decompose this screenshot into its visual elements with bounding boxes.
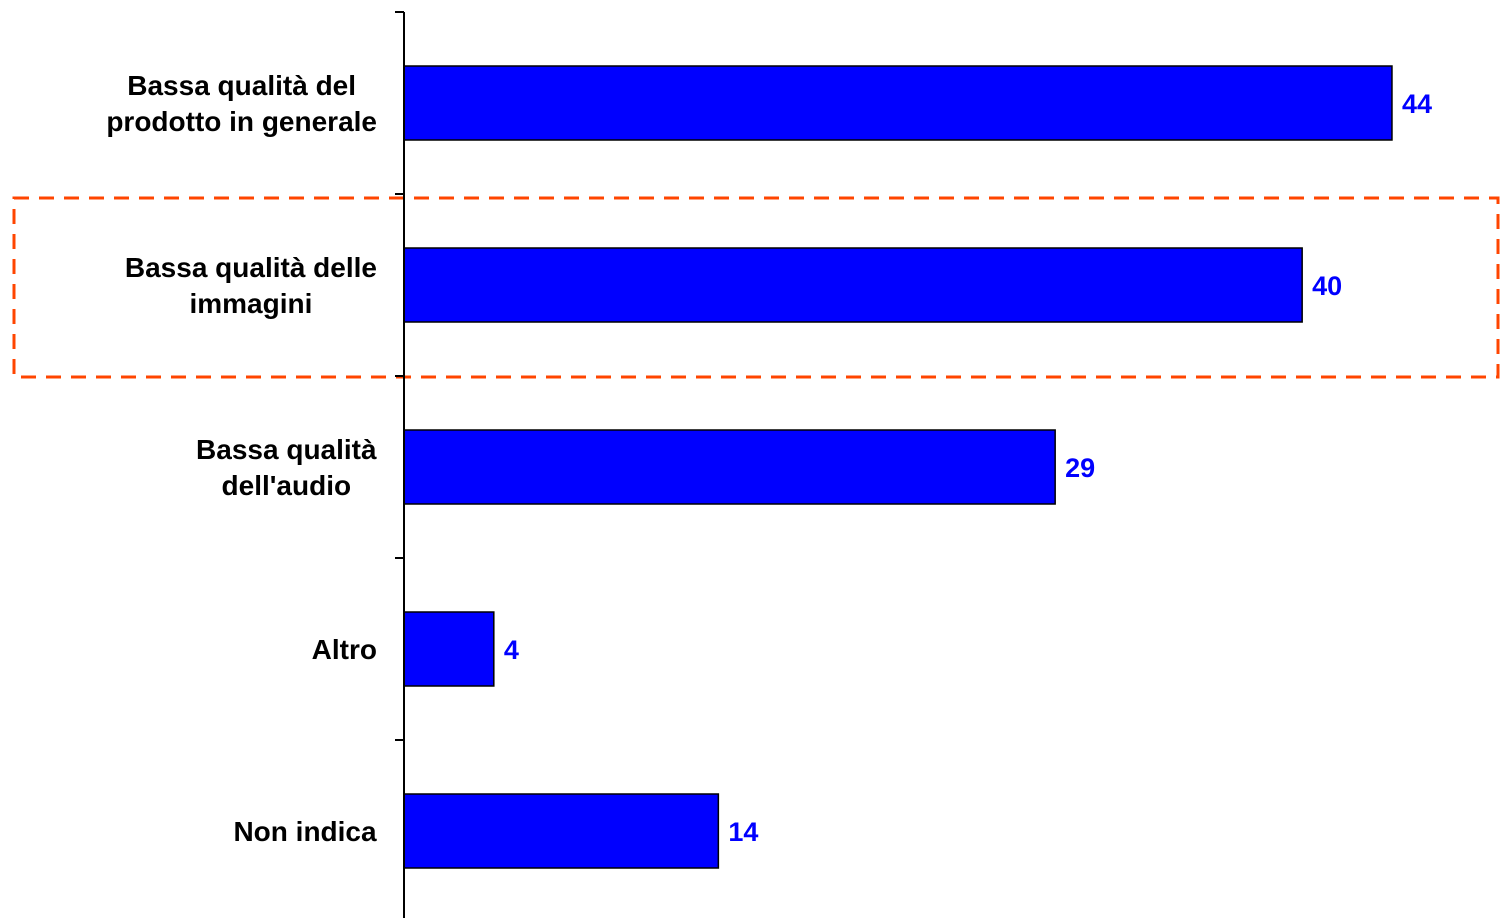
bar bbox=[403, 793, 720, 869]
value-label: 44 bbox=[1402, 89, 1432, 119]
bar bbox=[403, 65, 1393, 141]
highlight-box bbox=[12, 196, 1500, 379]
bars bbox=[403, 65, 1393, 869]
category-label: Bassa qualità delle immagini bbox=[125, 252, 377, 319]
value-label: 40 bbox=[1312, 271, 1342, 301]
value-label: 14 bbox=[728, 817, 758, 847]
category-labels: Bassa qualità del prodotto in generaleBas… bbox=[106, 70, 377, 847]
category-label-line: Altro bbox=[312, 634, 377, 665]
category-label-line: Non indica bbox=[233, 816, 377, 847]
category-label-line: Bassa qualità delle bbox=[125, 252, 377, 283]
category-label-line: Bassa qualità del bbox=[127, 70, 356, 101]
bar bbox=[403, 611, 495, 687]
category-label: Bassa qualità del prodotto in generale bbox=[106, 70, 377, 137]
value-label: 29 bbox=[1065, 453, 1095, 483]
value-label: 4 bbox=[504, 635, 519, 665]
axis-ticks bbox=[395, 11, 404, 741]
category-label-line: dell'audio bbox=[222, 470, 352, 501]
bar bbox=[403, 429, 1056, 505]
category-label-line: Bassa qualità bbox=[196, 434, 377, 465]
value-labels: 44 40 29 4 14 bbox=[504, 89, 1432, 847]
category-label: Altro bbox=[312, 634, 377, 665]
category-label-line: immagini bbox=[189, 288, 312, 319]
bar bbox=[403, 247, 1303, 323]
category-label: Non indica bbox=[233, 816, 377, 847]
category-label: Bassa qualità dell'audio bbox=[196, 434, 377, 501]
category-label-line: prodotto in generale bbox=[106, 106, 377, 137]
